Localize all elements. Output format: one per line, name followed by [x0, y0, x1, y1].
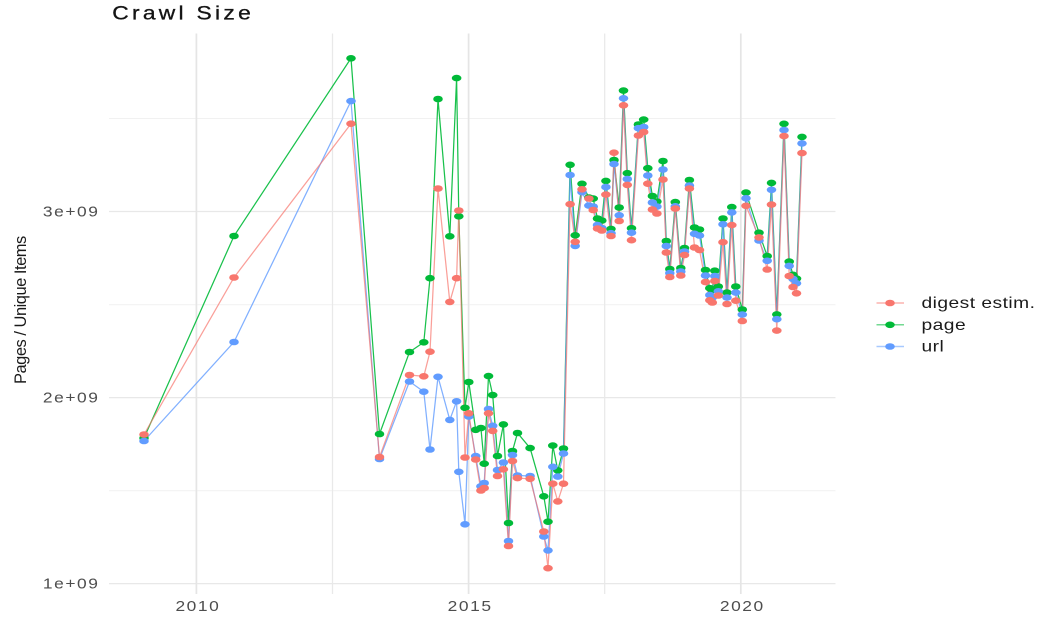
svg-text:digest estim.: digest estim.	[922, 294, 1036, 312]
svg-text:Crawl Size: Crawl Size	[112, 3, 254, 24]
svg-text:2020: 2020	[720, 599, 765, 614]
svg-text:page: page	[922, 315, 967, 333]
svg-text:3e+09: 3e+09	[43, 205, 100, 220]
svg-text:url: url	[922, 337, 945, 355]
svg-text:1e+09: 1e+09	[43, 577, 100, 592]
svg-text:2e+09: 2e+09	[43, 391, 100, 406]
svg-text:Pages / Unique Items: Pages / Unique Items	[12, 236, 30, 384]
svg-text:2015: 2015	[448, 599, 493, 614]
svg-text:2010: 2010	[175, 599, 220, 614]
